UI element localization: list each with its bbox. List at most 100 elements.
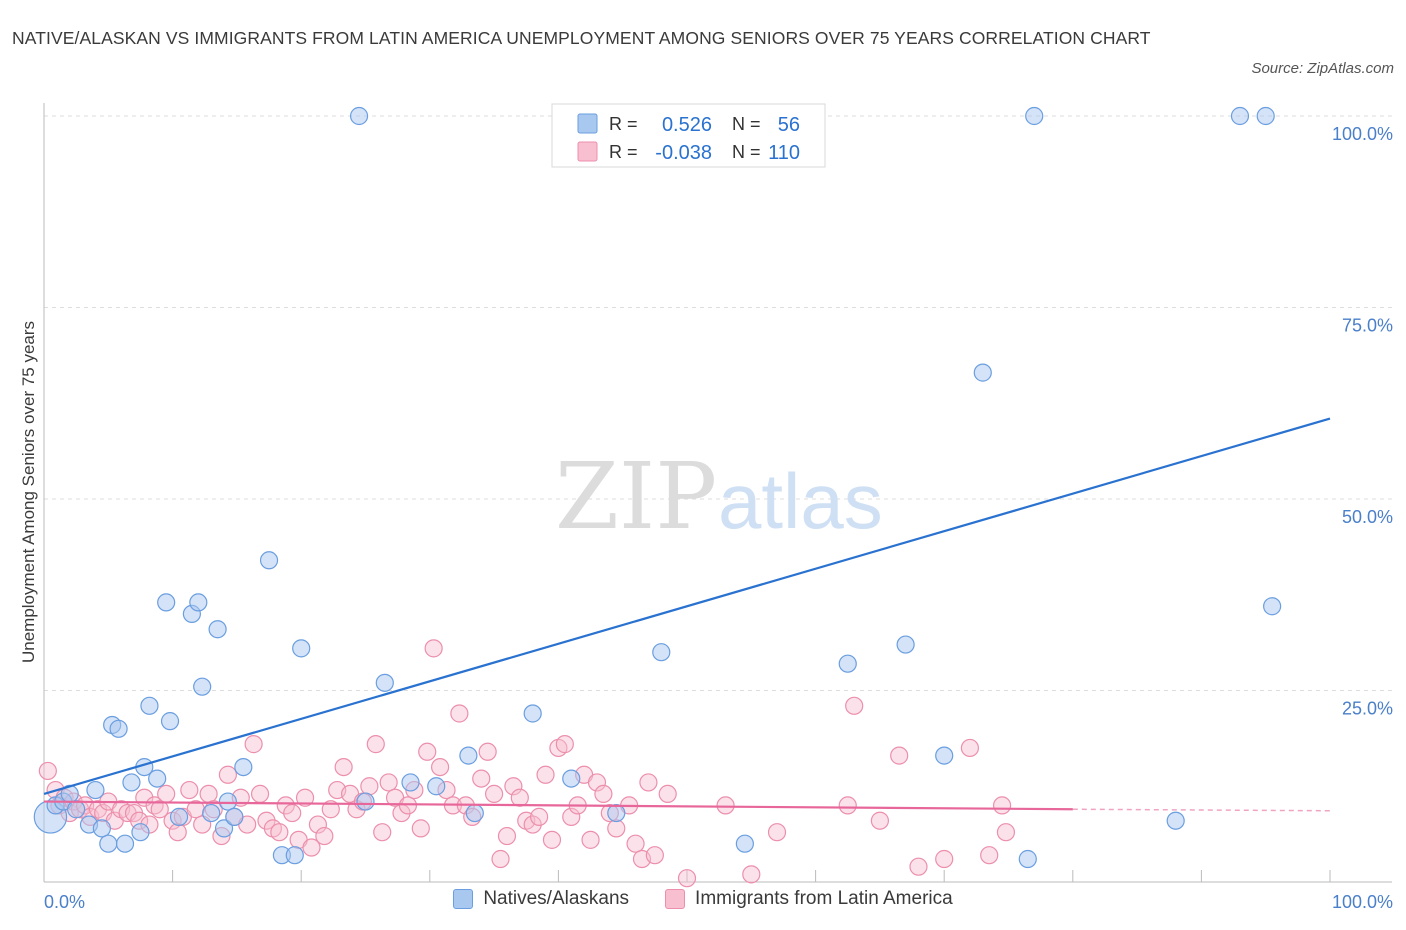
pink-point-20 xyxy=(150,800,169,819)
pink-point-64 xyxy=(430,757,450,777)
blue-point-12 xyxy=(122,773,141,792)
blue-point-21 xyxy=(189,593,208,612)
legend-item-natives: Natives/Alaskans xyxy=(453,888,629,910)
pink-point-28 xyxy=(199,784,218,804)
blue-point-25 xyxy=(214,819,234,838)
pink-point-87 xyxy=(581,830,600,849)
legend-swatch-blue xyxy=(577,113,598,134)
blue-point-15 xyxy=(140,696,159,715)
blue-point-38 xyxy=(459,746,478,765)
pink-point-75 xyxy=(504,777,523,796)
pink-point-67 xyxy=(450,704,469,723)
blue-point-34 xyxy=(356,792,375,811)
legend-n-label-blue: N = xyxy=(732,114,761,134)
pink-point-47 xyxy=(321,800,340,819)
legend-n-value-blue: 56 xyxy=(778,114,800,136)
pink-point-41 xyxy=(283,803,302,823)
y-tick-label-50: 50.0% xyxy=(1342,507,1393,527)
x-tick-label-max: 100.0% xyxy=(1332,892,1393,912)
blue-point-19 xyxy=(169,807,189,826)
watermark-atlas: atlas xyxy=(718,457,883,545)
blue-point-29 xyxy=(259,551,279,570)
pink-point-103 xyxy=(845,696,864,715)
legend-swatch-pink xyxy=(577,141,598,162)
blue-point-55 xyxy=(1263,597,1282,616)
pink-point-25 xyxy=(180,780,199,800)
pink-point-36 xyxy=(250,784,270,804)
y-tick-label-100: 100.0% xyxy=(1332,124,1393,144)
legend-label-natives: Natives/Alaskans xyxy=(483,888,630,909)
blue-point-31 xyxy=(285,846,304,865)
pink-point-39 xyxy=(270,823,289,842)
chart-title: NATIVE/ALASKAN VS IMMIGRANTS FROM LATIN … xyxy=(12,28,1151,48)
pink-point-74 xyxy=(497,826,517,846)
blue-point-37 xyxy=(427,777,446,796)
pink-point-79 xyxy=(530,807,549,826)
pink-point-106 xyxy=(909,857,928,876)
pink-point-88 xyxy=(587,773,607,792)
blue-point-28 xyxy=(234,757,253,777)
blue-point-36 xyxy=(401,773,420,792)
legend-r-value-blue: 0.526 xyxy=(662,114,712,136)
y-tick-label-75: 75.0% xyxy=(1342,316,1393,336)
blue-point-23 xyxy=(202,803,221,823)
trendlines xyxy=(43,417,1331,812)
pink-point-35 xyxy=(244,735,263,754)
blue-point-47 xyxy=(896,635,915,654)
blue-point-54 xyxy=(1256,106,1275,126)
pink-point-45 xyxy=(308,815,328,834)
blue-point-51 xyxy=(1025,106,1044,126)
pink-trendline xyxy=(43,800,1073,811)
pink-point-71 xyxy=(478,742,497,761)
blue-point-50 xyxy=(1018,849,1037,869)
pink-point-111 xyxy=(996,823,1016,842)
pink-point-100 xyxy=(742,865,761,884)
series-legend: Natives/Alaskans Immigrants from Latin A… xyxy=(0,888,1406,910)
blue-point-18 xyxy=(160,712,180,731)
legend-n-label-pink: N = xyxy=(732,142,761,162)
pink-point-96 xyxy=(645,846,664,865)
pink-point-62 xyxy=(418,742,437,761)
pink-point-98 xyxy=(677,869,697,888)
blue-point-11 xyxy=(115,834,135,853)
pink-point-43 xyxy=(295,788,315,807)
legend-r-label-pink: R = xyxy=(609,142,638,162)
blue-point-40 xyxy=(523,704,542,723)
blue-point-53 xyxy=(1230,106,1250,126)
pink-point-109 xyxy=(980,846,999,865)
pink-point-83 xyxy=(555,735,574,754)
blue-series-points xyxy=(33,106,1282,869)
watermark: ZIP atlas xyxy=(555,443,883,550)
gridlines xyxy=(44,115,1392,691)
blue-point-48 xyxy=(935,746,954,765)
blue-point-27 xyxy=(225,807,244,826)
pink-point-108 xyxy=(960,738,980,758)
pink-point-54 xyxy=(366,735,385,754)
pink-point-0 xyxy=(38,761,57,781)
source-label: Source: ZipAtlas.com xyxy=(1251,60,1394,77)
y-tick-labels: 25.0% 50.0% 75.0% 100.0% xyxy=(1332,124,1393,719)
pink-point-104 xyxy=(870,811,890,830)
pink-point-23 xyxy=(168,823,187,842)
pink-point-61 xyxy=(411,819,430,838)
watermark-zip: ZIP xyxy=(555,443,717,550)
pink-point-49 xyxy=(334,757,353,777)
blue-point-35 xyxy=(375,673,394,692)
x-tick-label-min: 0.0% xyxy=(44,892,85,912)
pink-point-84 xyxy=(562,807,581,826)
blue-point-24 xyxy=(208,620,227,639)
blue-point-13 xyxy=(131,823,150,842)
pink-point-73 xyxy=(491,849,510,869)
pink-point-99 xyxy=(716,796,735,815)
pink-point-97 xyxy=(658,784,677,804)
blue-point-39 xyxy=(465,803,484,823)
blue-point-16 xyxy=(148,769,167,788)
blue-point-10 xyxy=(109,719,128,738)
pink-point-80 xyxy=(536,765,555,784)
blue-point-52 xyxy=(1166,811,1185,830)
legend-swatch-natives xyxy=(453,889,474,909)
blue-point-26 xyxy=(218,792,237,811)
blue-point-8 xyxy=(99,834,118,853)
pink-series-points xyxy=(38,639,1016,888)
